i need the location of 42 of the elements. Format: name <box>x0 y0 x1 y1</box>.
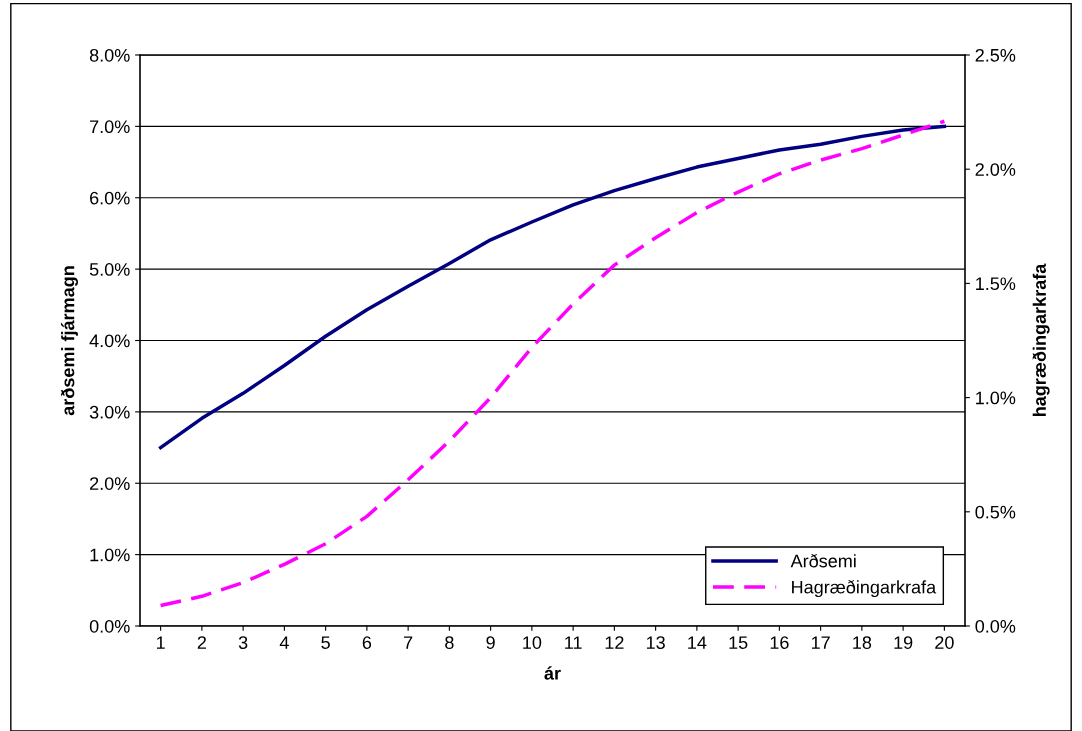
y-tick-label: 2.0% <box>90 477 130 490</box>
y-tick-label: 7.0% <box>90 120 130 134</box>
y-tick-label: 8.0% <box>89 48 130 62</box>
x-tick-label: 6 <box>362 636 372 649</box>
y2-tick-label: 2.0% <box>975 163 1016 176</box>
x-tick-label: 7 <box>404 636 413 649</box>
x-tick-label: 2 <box>197 636 206 649</box>
y-tick-label: 1.0% <box>90 548 130 562</box>
line-series <box>158 119 947 608</box>
x-tick-label: 11 <box>565 636 582 649</box>
x-tick-label: 12 <box>605 636 624 649</box>
x-tick-label: 8 <box>445 636 454 649</box>
y2-axis-title: hagræðingarkrafa <box>1032 263 1050 416</box>
x-tick-label: 3 <box>238 636 248 649</box>
y2-tick-label: 2.5% <box>975 48 1016 62</box>
x-tick-label: 1 <box>156 636 165 649</box>
x-tick-label: 18 <box>853 636 872 649</box>
x-tick-label: 19 <box>894 636 913 649</box>
y-axis-title: arðsemi fjármagn <box>60 266 79 416</box>
x-tick-label: 5 <box>321 636 330 649</box>
y2-tick-label: 0.0% <box>975 619 1016 633</box>
x-tick-label: 16 <box>770 636 789 649</box>
y2-tick-label: 0.5% <box>975 505 1016 519</box>
legend-label: Arðsemi <box>790 553 856 568</box>
x-tick-label: 10 <box>523 636 542 649</box>
x-tick-label: 17 <box>811 636 830 649</box>
y2-tick-label: 1.0% <box>976 391 1016 405</box>
y-tick-label: 3.0% <box>89 405 130 419</box>
y2-tick-label: 1.5% <box>976 277 1016 291</box>
x-tick-label: 20 <box>935 636 954 649</box>
x-axis-title: ár <box>544 666 561 680</box>
line-series <box>158 124 947 450</box>
x-tick-label: 14 <box>688 636 707 649</box>
y-tick-label: 6.0% <box>90 191 130 205</box>
x-tick-label: 4 <box>279 636 289 649</box>
x-tick-label: 9 <box>486 636 495 649</box>
legend-label: Hagræðingarkrafa <box>792 580 937 598</box>
y-tick-label: 5.0% <box>89 263 130 276</box>
x-tick-label: 15 <box>729 636 748 649</box>
y-tick-label: 4.0% <box>89 334 130 348</box>
x-tick-label: 13 <box>646 636 665 649</box>
y-tick-label: 0.0% <box>89 619 130 633</box>
